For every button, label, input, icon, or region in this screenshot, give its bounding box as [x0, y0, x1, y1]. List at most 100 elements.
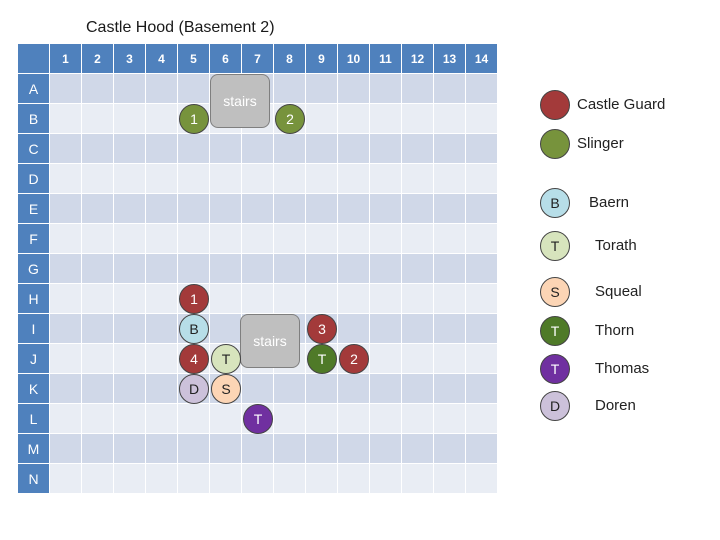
grid-cell[interactable]	[114, 404, 146, 434]
grid-cell[interactable]	[82, 254, 114, 284]
token-castle-guard[interactable]: 3	[307, 314, 337, 344]
grid-cell[interactable]	[82, 164, 114, 194]
grid-cell[interactable]	[82, 224, 114, 254]
token-thorn[interactable]: T	[307, 344, 337, 374]
grid-cell[interactable]	[82, 104, 114, 134]
grid-cell[interactable]	[146, 464, 178, 494]
grid-cell[interactable]	[114, 254, 146, 284]
grid-cell[interactable]	[338, 434, 370, 464]
grid-cell[interactable]	[434, 404, 466, 434]
grid-cell[interactable]	[146, 404, 178, 434]
grid-cell[interactable]	[402, 74, 434, 104]
grid-cell[interactable]	[402, 284, 434, 314]
grid-cell[interactable]	[402, 254, 434, 284]
grid-cell[interactable]	[338, 74, 370, 104]
grid-cell[interactable]	[466, 224, 498, 254]
grid-cell[interactable]	[210, 224, 242, 254]
grid-cell[interactable]	[338, 314, 370, 344]
grid-cell[interactable]	[114, 194, 146, 224]
grid-cell[interactable]	[114, 374, 146, 404]
grid-cell[interactable]	[306, 194, 338, 224]
grid-cell[interactable]	[178, 74, 210, 104]
grid-cell[interactable]	[50, 134, 82, 164]
grid-cell[interactable]	[210, 464, 242, 494]
grid-cell[interactable]	[306, 224, 338, 254]
grid-cell[interactable]	[338, 404, 370, 434]
grid-cell[interactable]	[434, 194, 466, 224]
grid-cell[interactable]	[466, 104, 498, 134]
grid-cell[interactable]	[274, 134, 306, 164]
grid-cell[interactable]	[146, 434, 178, 464]
grid-cell[interactable]	[114, 434, 146, 464]
grid-cell[interactable]	[242, 254, 274, 284]
grid-cell[interactable]	[338, 194, 370, 224]
grid-cell[interactable]	[466, 194, 498, 224]
grid-cell[interactable]	[114, 284, 146, 314]
grid-cell[interactable]	[306, 374, 338, 404]
grid-cell[interactable]	[146, 194, 178, 224]
grid-cell[interactable]	[114, 344, 146, 374]
grid-cell[interactable]	[402, 224, 434, 254]
grid-cell[interactable]	[210, 284, 242, 314]
grid-cell[interactable]	[434, 344, 466, 374]
grid-cell[interactable]	[306, 434, 338, 464]
grid-cell[interactable]	[466, 344, 498, 374]
grid-cell[interactable]	[274, 194, 306, 224]
grid-cell[interactable]	[178, 194, 210, 224]
grid-cell[interactable]	[466, 284, 498, 314]
grid-cell[interactable]	[466, 434, 498, 464]
grid-cell[interactable]	[50, 224, 82, 254]
grid-cell[interactable]	[466, 404, 498, 434]
grid-cell[interactable]	[146, 104, 178, 134]
grid-cell[interactable]	[114, 314, 146, 344]
grid-cell[interactable]	[82, 74, 114, 104]
grid-cell[interactable]	[274, 434, 306, 464]
grid-cell[interactable]	[82, 284, 114, 314]
grid-cell[interactable]	[370, 284, 402, 314]
token-thomas[interactable]: T	[243, 404, 273, 434]
grid-cell[interactable]	[50, 194, 82, 224]
grid-cell[interactable]	[338, 284, 370, 314]
grid-cell[interactable]	[402, 314, 434, 344]
grid-cell[interactable]	[306, 404, 338, 434]
grid-cell[interactable]	[146, 344, 178, 374]
grid-cell[interactable]	[146, 314, 178, 344]
grid-cell[interactable]	[50, 464, 82, 494]
grid-cell[interactable]	[338, 164, 370, 194]
grid-cell[interactable]	[50, 104, 82, 134]
grid-cell[interactable]	[210, 164, 242, 194]
grid-cell[interactable]	[114, 464, 146, 494]
grid-cell[interactable]	[338, 104, 370, 134]
grid-cell[interactable]	[114, 74, 146, 104]
grid-cell[interactable]	[82, 344, 114, 374]
grid-cell[interactable]	[370, 344, 402, 374]
grid-cell[interactable]	[242, 164, 274, 194]
grid-cell[interactable]	[466, 254, 498, 284]
token-castle-guard[interactable]: 4	[179, 344, 209, 374]
grid-cell[interactable]	[370, 434, 402, 464]
grid-cell[interactable]	[146, 254, 178, 284]
grid-cell[interactable]	[210, 314, 242, 344]
grid-cell[interactable]	[50, 284, 82, 314]
grid-cell[interactable]	[306, 464, 338, 494]
grid-cell[interactable]	[306, 134, 338, 164]
grid-cell[interactable]	[466, 374, 498, 404]
grid-cell[interactable]	[242, 224, 274, 254]
grid-cell[interactable]	[306, 284, 338, 314]
grid-cell[interactable]	[370, 194, 402, 224]
grid-cell[interactable]	[370, 254, 402, 284]
grid-cell[interactable]	[402, 434, 434, 464]
grid-cell[interactable]	[274, 224, 306, 254]
grid-cell[interactable]	[338, 224, 370, 254]
grid-cell[interactable]	[114, 224, 146, 254]
grid-cell[interactable]	[370, 134, 402, 164]
grid-cell[interactable]	[178, 224, 210, 254]
grid-cell[interactable]	[146, 74, 178, 104]
grid-cell[interactable]	[82, 404, 114, 434]
grid-cell[interactable]	[274, 404, 306, 434]
grid-cell[interactable]	[274, 74, 306, 104]
grid-cell[interactable]	[82, 134, 114, 164]
grid-cell[interactable]	[370, 314, 402, 344]
grid-cell[interactable]	[434, 164, 466, 194]
grid-cell[interactable]	[274, 374, 306, 404]
